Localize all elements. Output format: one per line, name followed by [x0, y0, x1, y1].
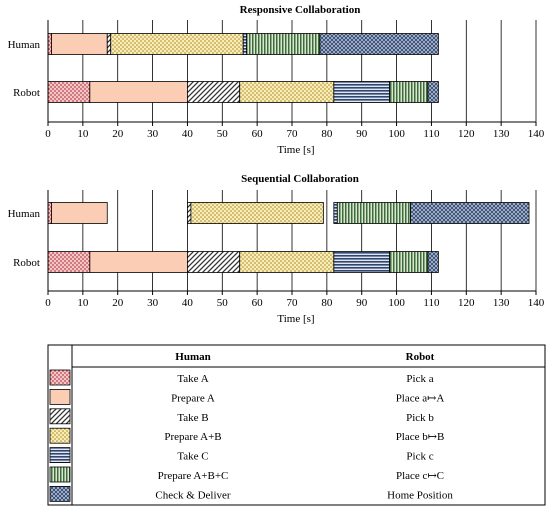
gantt-bar-check-deliver [427, 81, 439, 103]
gantt-bar-take-c [242, 33, 248, 55]
x-tick-label: 130 [493, 297, 510, 309]
legend-swatch-check-deliver [49, 485, 71, 502]
gantt-bar-check-deliver [410, 202, 530, 224]
row-label-human: Human [8, 208, 41, 220]
x-tick-label: 120 [458, 128, 475, 140]
x-tick-label: 0 [45, 128, 51, 140]
legend-swatch-prepare-a [49, 388, 71, 405]
x-tick-label: 30 [147, 297, 159, 309]
table-border [47, 344, 546, 506]
x-tick-label: 70 [287, 128, 299, 140]
x-tick-label: 100 [388, 297, 405, 309]
x-tick-label: 80 [321, 128, 333, 140]
gantt-bar-prepare-abc [389, 251, 429, 273]
gantt-bar-prepare-ab [239, 251, 335, 273]
x-tick-label: 80 [321, 297, 333, 309]
gantt-bar-take-a [47, 33, 52, 55]
legend-robot-task: Pick b [406, 412, 434, 424]
x-tick-label: 110 [423, 128, 440, 140]
row-label-human: Human [8, 39, 41, 51]
legend-swatch-prepare-abc [49, 466, 71, 483]
gantt-bar-prepare-ab [239, 81, 335, 103]
x-tick-label: 30 [147, 128, 159, 140]
gantt-bars [47, 202, 530, 273]
x-tick-label: 60 [252, 128, 264, 140]
x-tick-label: 40 [182, 128, 194, 140]
x-axis-label: Time [s] [277, 144, 314, 156]
gantt-bar-take-c [333, 202, 338, 224]
gantt-bar-take-a [47, 251, 91, 273]
chart-title: Sequential Collaboration [241, 173, 359, 185]
legend-human-task: Take B [177, 412, 208, 424]
legend-human-task: Take C [177, 451, 208, 463]
legend-robot-task: Pick a [406, 373, 433, 385]
gantt-bar-check-deliver [319, 33, 439, 55]
legend-human-task: Prepare A [171, 392, 215, 404]
legend-robot-task: Place c↦C [396, 470, 444, 482]
x-tick-labels: 0 10 20 30 40 50 60 70 80 90 100 110 120 130 140 [45, 122, 545, 140]
row-label-robot: Robot [13, 257, 40, 269]
x-tick-label: 50 [217, 297, 229, 309]
gantt-bar-take-b [187, 81, 241, 103]
legend-swatch-take-a [49, 369, 71, 386]
x-tick-label: 140 [528, 297, 545, 309]
gantt-bar-take-b [106, 33, 112, 55]
legend-swatch-take-b [49, 408, 71, 425]
x-tick-label: 50 [217, 128, 229, 140]
legend-robot-task: Pick c [406, 451, 433, 463]
legend-robot-task: Place a↦A [396, 392, 445, 404]
column-header-human: Human [175, 351, 210, 363]
x-tick-label: 100 [388, 128, 405, 140]
legend-rows: Take A Pick a Prepare A Place a↦A Take B Pick… [49, 369, 453, 502]
x-tick-label: 110 [423, 297, 440, 309]
gantt-bar-prepare-ab [190, 202, 324, 224]
gantt-bar-check-deliver [427, 251, 439, 273]
gantt-bar-prepare-abc [246, 33, 321, 55]
legend-swatch-take-c [49, 447, 71, 464]
legend-table: Human Robot Take A Pick a Prepare A Place a… [47, 344, 546, 506]
legend-swatch-prepare-ab [49, 427, 71, 444]
gantt-bar-prepare-abc [336, 202, 411, 224]
x-tick-label: 70 [287, 297, 299, 309]
gantt-bar-prepare-a [89, 81, 188, 103]
legend-human-task: Prepare A+B [164, 431, 221, 443]
x-tick-label: 90 [356, 128, 368, 140]
legend-robot-task: Place b↦B [396, 431, 445, 443]
legend-human-task: Prepare A+B+C [158, 470, 229, 482]
gantt-bars [47, 33, 439, 103]
responsive-collaboration-chart: Responsive Collaboration 0 10 20 30 40 50 60 70… [8, 4, 545, 156]
gantt-bar-take-a [47, 202, 52, 224]
sequential-collaboration-chart: Sequential Collaboration 0 10 20 30 40 50 60 70… [8, 173, 545, 325]
gantt-bar-prepare-a [51, 33, 108, 55]
gantt-bar-take-b [187, 251, 241, 273]
gantt-bar-prepare-a [51, 202, 108, 224]
legend-robot-task: Home Position [387, 489, 453, 501]
column-header-robot: Robot [406, 351, 435, 363]
legend-human-task: Take A [177, 373, 208, 385]
legend-human-task: Check & Deliver [155, 489, 230, 501]
gantt-bar-prepare-a [89, 251, 188, 273]
x-tick-label: 140 [528, 128, 545, 140]
x-axis-label: Time [s] [277, 313, 314, 325]
x-tick-labels: 0 10 20 30 40 50 60 70 80 90 100 110 120 130 140 [45, 291, 545, 309]
x-tick-label: 20 [112, 128, 124, 140]
x-tick-label: 130 [493, 128, 510, 140]
gantt-bar-take-c [333, 251, 391, 273]
x-tick-label: 90 [356, 297, 368, 309]
x-tick-label: 20 [112, 297, 124, 309]
x-tick-label: 0 [45, 297, 51, 309]
x-tick-label: 10 [77, 128, 89, 140]
chart-title: Responsive Collaboration [240, 4, 361, 16]
x-tick-label: 10 [77, 297, 89, 309]
gantt-bar-prepare-abc [389, 81, 429, 103]
gantt-bar-prepare-ab [110, 33, 244, 55]
gantt-bar-take-b [187, 202, 192, 224]
row-label-robot: Robot [13, 87, 40, 99]
x-tick-label: 60 [252, 297, 264, 309]
gantt-bar-take-c [333, 81, 391, 103]
x-tick-label: 40 [182, 297, 194, 309]
gantt-bar-take-a [47, 81, 91, 103]
x-tick-label: 120 [458, 297, 475, 309]
